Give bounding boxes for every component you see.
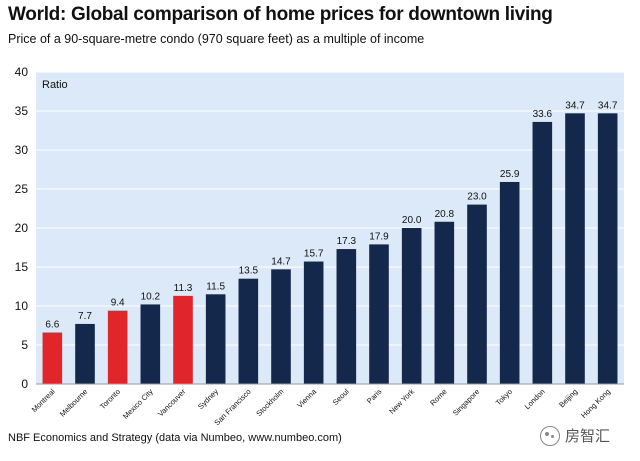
value-label: 23.0: [467, 192, 487, 203]
bar: [532, 121, 553, 385]
value-label: 11.3: [174, 283, 193, 294]
bar: [597, 113, 618, 384]
x-tick-label: Singapore: [451, 387, 482, 418]
source-note: NBF Economics and Strategy (data via Num…: [8, 432, 342, 444]
watermark-text: 房智汇: [565, 428, 611, 445]
bar: [42, 332, 63, 384]
value-label: 20.0: [402, 215, 422, 226]
bar: [434, 221, 455, 384]
y-axis-label: Ratio: [42, 79, 68, 91]
value-label: 6.6: [45, 320, 59, 331]
x-tick-label: Tokyo: [494, 387, 514, 407]
value-label: 17.3: [337, 236, 357, 247]
y-tick-label: 25: [15, 182, 29, 196]
bar: [303, 261, 324, 384]
x-tick-label: Hong Kong: [579, 387, 612, 420]
x-tick-label: Sydney: [196, 387, 220, 411]
x-tick-label: Stockholm: [254, 387, 285, 418]
gridlines: [36, 71, 624, 346]
y-tick-label: 5: [21, 338, 28, 352]
y-tick-label: 10: [15, 299, 29, 313]
value-label: 9.4: [111, 298, 125, 309]
bar: [75, 323, 95, 384]
bar: [205, 294, 226, 384]
y-tick-label: 0: [21, 377, 28, 391]
value-label: 13.5: [239, 266, 259, 277]
bar: [499, 181, 520, 384]
value-label: 34.7: [598, 100, 618, 111]
value-labels: 6.6 7.7 9.4 10.2 11.3 11.5 13.5 14.7 15.7 17.3 17.…: [45, 100, 617, 330]
bar: [271, 269, 291, 384]
x-tick-label: London: [523, 387, 547, 411]
value-label: 11.5: [206, 281, 225, 292]
y-axis: 0 5 10 15 20 25 30 35 40: [15, 65, 29, 391]
wechat-icon: [540, 425, 560, 446]
x-tick-label: Toronto: [98, 387, 122, 411]
x-tick-label: Beijing: [557, 387, 579, 409]
chart-subtitle: Price of a 90-square-metre condo (970 sq…: [8, 32, 425, 46]
bar: [401, 228, 422, 384]
x-tick-label: Melbourne: [58, 387, 89, 418]
x-tick-label: Montreal: [30, 387, 57, 414]
bar: [107, 310, 128, 384]
y-tick-label: 35: [15, 104, 29, 118]
bar: [238, 278, 259, 384]
value-label: 10.2: [141, 291, 161, 302]
x-tick-label: Seoul: [331, 387, 351, 407]
value-label: 7.7: [78, 311, 92, 322]
value-label: 15.7: [304, 249, 324, 260]
bar: [336, 249, 357, 384]
value-label: 33.6: [533, 109, 553, 120]
chart-title: World: Global comparison of home prices …: [8, 4, 553, 25]
x-tick-label: New York: [387, 387, 416, 416]
bar: [140, 304, 161, 384]
y-tick-label: 30: [15, 143, 29, 157]
y-tick-label: 15: [15, 260, 29, 274]
x-tick-label: Vancouver: [156, 387, 188, 419]
x-tick-label: Rome: [428, 387, 449, 408]
bars: [42, 113, 618, 385]
bar: [467, 204, 487, 384]
value-label: 34.7: [565, 100, 585, 111]
bar: [369, 244, 389, 384]
bar: [173, 295, 193, 384]
value-label: 17.9: [369, 231, 389, 242]
watermark: 房智汇: [540, 425, 610, 446]
bar: [565, 113, 585, 384]
x-tick-label: Mexico City: [121, 387, 155, 421]
x-tick-label: Paris: [365, 387, 384, 406]
y-tick-label: 40: [15, 65, 29, 79]
y-tick-label: 20: [15, 221, 29, 235]
value-label: 25.9: [500, 169, 520, 180]
value-label: 14.7: [271, 256, 291, 267]
value-label: 20.8: [435, 209, 455, 220]
x-tick-label: Vienna: [295, 386, 318, 409]
